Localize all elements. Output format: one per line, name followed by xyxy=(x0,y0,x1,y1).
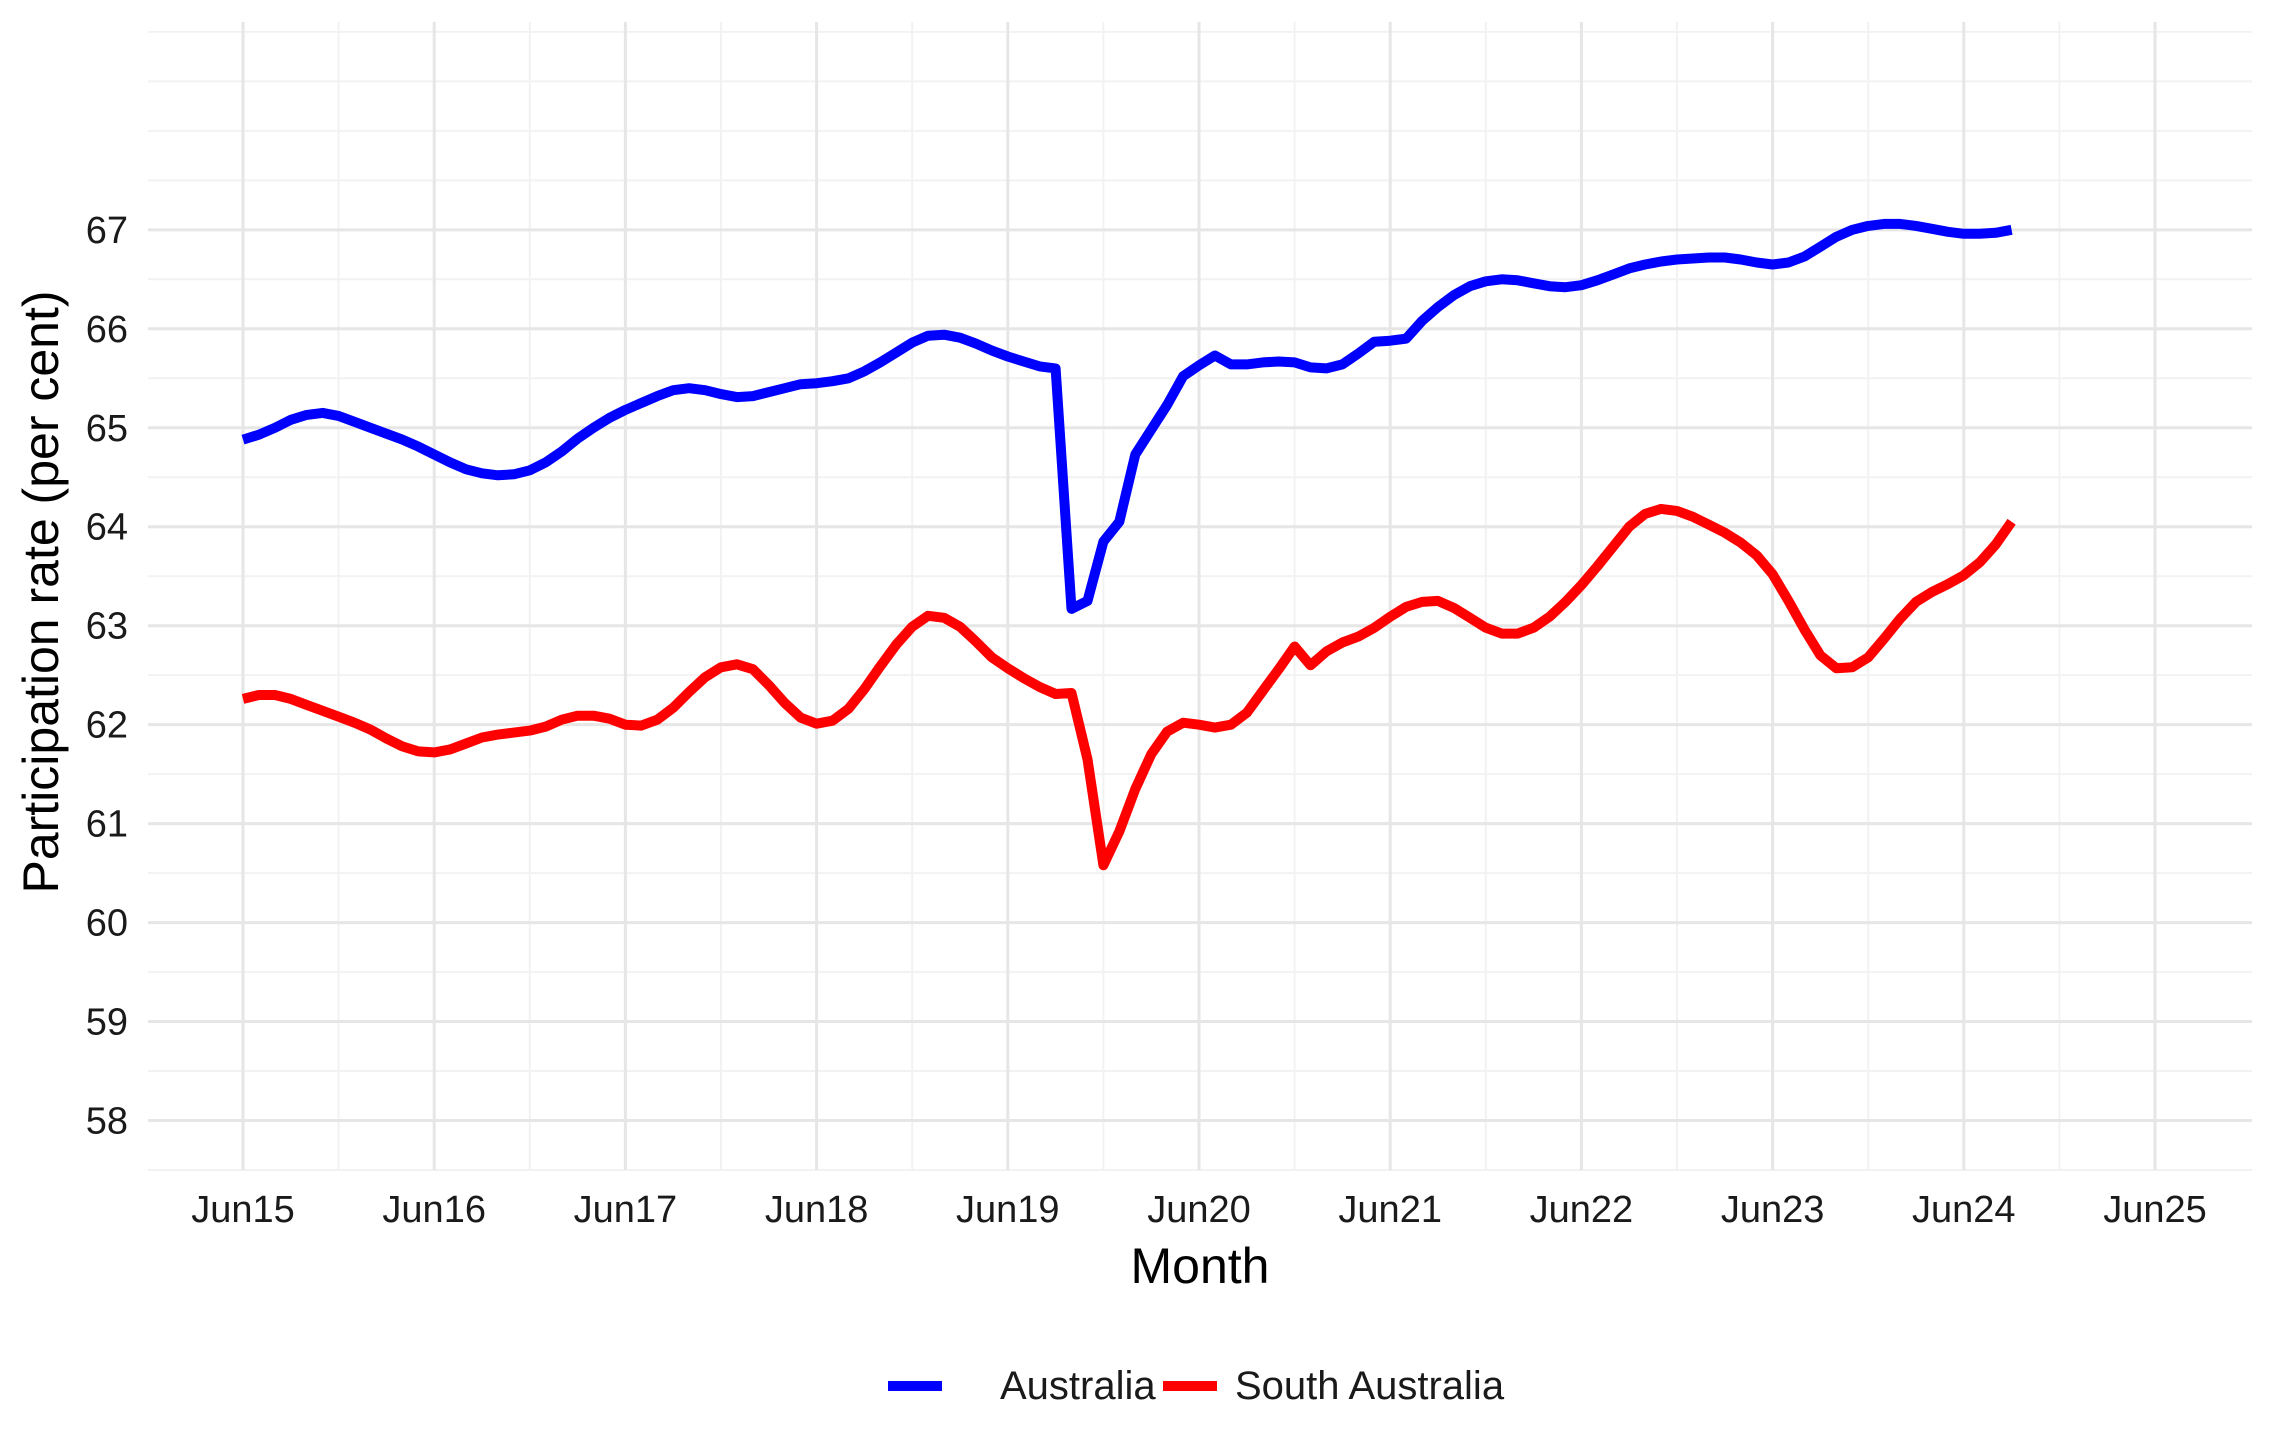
y-axis-tick-labels: 58 59 60 61 62 63 64 65 66 67 xyxy=(86,210,128,1143)
x-tick-label: Jun19 xyxy=(956,1189,1060,1231)
x-axis-title: Month xyxy=(1131,1238,1270,1294)
y-tick-label: 64 xyxy=(86,507,128,549)
series-lines xyxy=(241,218,2016,871)
y-tick-label: 67 xyxy=(86,210,128,252)
y-tick-label: 65 xyxy=(86,408,128,450)
x-tick-label: Jun22 xyxy=(1530,1189,1634,1231)
y-tick-label: 60 xyxy=(86,903,128,945)
grid xyxy=(148,22,2252,1171)
legend-label-australia: Australia xyxy=(1000,1364,1156,1408)
series-line-south-australia xyxy=(241,503,2016,871)
series-line-australia xyxy=(241,218,2013,614)
y-tick-label: 63 xyxy=(86,606,128,648)
legend-label-south-australia: South Australia xyxy=(1235,1364,1505,1408)
y-tick-label: 59 xyxy=(86,1002,128,1044)
x-tick-label: Jun21 xyxy=(1338,1189,1442,1231)
y-tick-label: 66 xyxy=(86,309,128,351)
y-tick-label: 62 xyxy=(86,705,128,747)
x-tick-label: Jun24 xyxy=(1912,1189,2016,1231)
y-axis-title: Participation rate (per cent) xyxy=(13,290,69,893)
x-axis-tick-labels: Jun15 Jun16 Jun17 Jun18 Jun19 Jun20 Jun21 Jun22… xyxy=(191,1189,2207,1231)
y-tick-label: 61 xyxy=(86,804,128,846)
x-tick-label: Jun17 xyxy=(574,1189,678,1231)
x-tick-label: Jun18 xyxy=(765,1189,869,1231)
x-tick-label: Jun15 xyxy=(191,1189,295,1231)
x-tick-label: Jun25 xyxy=(2103,1189,2207,1231)
y-tick-label: 58 xyxy=(86,1101,128,1143)
x-tick-label: Jun20 xyxy=(1147,1189,1251,1231)
legend: Australia South Australia xyxy=(888,1364,1505,1408)
x-tick-label: Jun16 xyxy=(382,1189,486,1231)
x-tick-label: Jun23 xyxy=(1721,1189,1825,1231)
